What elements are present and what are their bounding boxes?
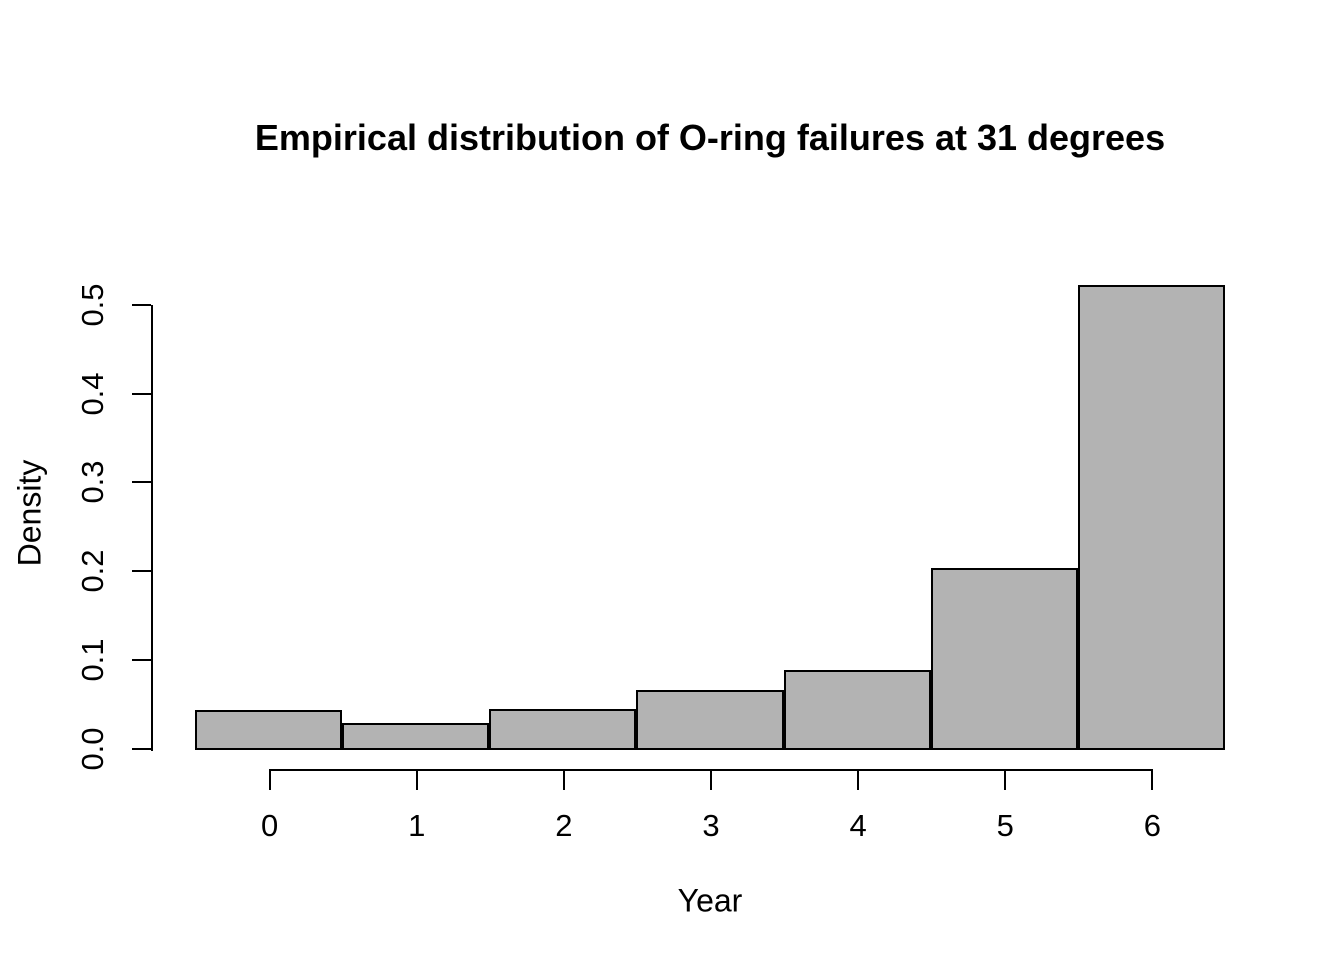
x-axis-tick [1151,770,1154,790]
x-axis-tick [415,770,418,790]
x-axis-tick [268,770,271,790]
x-axis-tick-label: 0 [260,808,279,843]
y-axis-tick [132,570,151,573]
x-axis-tick [1004,770,1007,790]
histogram-bar [930,567,1078,751]
y-axis-tick-label: 0.0 [75,726,110,771]
chart-title: Empirical distribution of O-ring failure… [254,117,1166,158]
histogram-bar [1077,285,1225,751]
y-axis-tick-label: 0.1 [75,638,110,682]
y-axis-tick [132,392,151,395]
x-axis-tick-label: 1 [408,808,426,843]
x-axis-tick [710,770,712,790]
x-axis-tick-label: 4 [849,808,867,843]
x-axis-label: Year [677,882,743,919]
histogram-bar [636,689,784,751]
x-axis-tick-label: 6 [1143,808,1162,843]
y-axis-tick-label: 0.2 [75,549,110,593]
histogram-bar [783,669,931,751]
x-axis-tick [562,770,565,790]
histogram-bar [342,722,490,751]
x-axis-line [268,768,1154,771]
histogram-bar [195,710,343,751]
y-axis-tick-label: 0.4 [75,372,110,416]
y-axis-label: Density [11,459,48,567]
y-axis-tick [132,481,151,484]
y-axis-tick-label: 0.3 [75,460,110,504]
y-axis-line [151,305,153,751]
x-axis-tick-label: 3 [702,808,720,843]
y-axis-tick [132,747,151,750]
y-axis-tick [132,658,151,661]
y-axis-tick-label: 0.5 [75,283,110,327]
x-axis-tick-label: 2 [555,808,573,843]
x-axis-tick-label: 5 [996,808,1014,843]
histogram-bar [489,708,637,751]
x-axis-tick [857,770,860,790]
y-axis-tick [132,304,151,306]
